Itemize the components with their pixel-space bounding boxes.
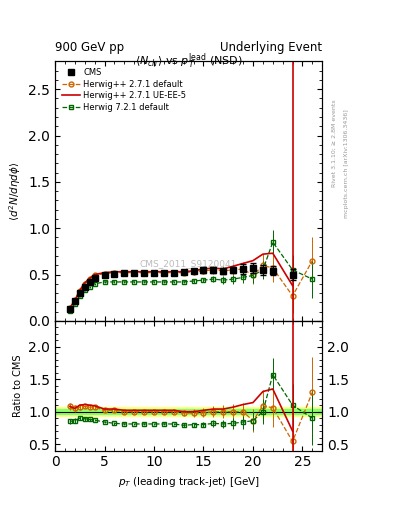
Text: Underlying Event: Underlying Event	[220, 41, 322, 54]
Bar	[55, 407, 322, 416]
Y-axis label: Ratio to CMS: Ratio to CMS	[13, 354, 23, 417]
Legend: CMS, Herwig++ 2.7.1 default, Herwig++ 2.7.1 UE-EE-5, Herwig 7.2.1 default: CMS, Herwig++ 2.7.1 default, Herwig++ 2.…	[59, 66, 189, 114]
Title: $\langle N_{ch}\rangle$ vs $p_T^{\rm lead}$ (NSD): $\langle N_{ch}\rangle$ vs $p_T^{\rm lea…	[135, 52, 242, 72]
Text: mcplots.cern.ch [arXiv:1306.3436]: mcplots.cern.ch [arXiv:1306.3436]	[344, 110, 349, 218]
Y-axis label: $\langle d^2 N/d\eta d\phi\rangle$: $\langle d^2 N/d\eta d\phi\rangle$	[7, 161, 23, 221]
Text: CMS_2011_S9120041: CMS_2011_S9120041	[140, 259, 237, 268]
Text: Rivet 3.1.10; ≥ 2.8M events: Rivet 3.1.10; ≥ 2.8M events	[332, 99, 337, 187]
Text: 900 GeV pp: 900 GeV pp	[55, 41, 124, 54]
Bar	[55, 409, 322, 414]
X-axis label: $p_T$ (leading track-jet) [GeV]: $p_T$ (leading track-jet) [GeV]	[118, 475, 260, 489]
